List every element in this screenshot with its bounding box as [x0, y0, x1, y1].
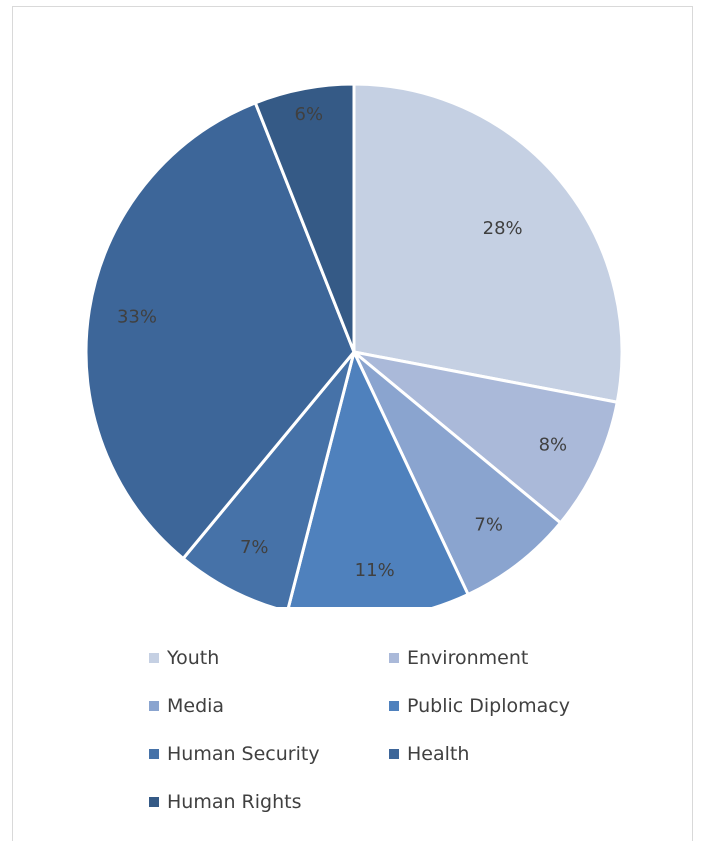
data-label-human-security: 7% — [240, 537, 269, 558]
legend-swatch — [389, 701, 399, 711]
pie-slice-health — [84, 100, 356, 561]
legend-label: Media — [167, 695, 225, 717]
legend-item-public-diplomacy: Public Diplomacy — [389, 694, 570, 718]
pie-slice-human-rights — [253, 82, 356, 353]
legend-label: Health — [407, 743, 470, 765]
legend-item-media: Media — [149, 694, 224, 718]
legend-item-youth: Youth — [149, 646, 219, 670]
legend-label: Human Rights — [167, 791, 302, 813]
legend-swatch — [149, 749, 159, 759]
pie-slice-youth — [352, 82, 624, 404]
legend-swatch — [149, 653, 159, 663]
pie-slice-human-security — [181, 351, 356, 607]
legend-item-environment: Environment — [389, 646, 528, 670]
pie-slice-environment — [353, 350, 620, 525]
data-label-environment: 8% — [539, 435, 568, 456]
chart-area: 28% 8% 7% 11% 7% 33% 6% Youth Environment Media P… — [12, 6, 693, 841]
legend-swatch — [389, 653, 399, 663]
legend-item-human-security: Human Security — [149, 742, 320, 766]
legend-label: Environment — [407, 647, 529, 669]
data-label-human-rights: 6% — [295, 104, 324, 125]
data-label-health: 33% — [117, 307, 157, 328]
data-label-youth: 28% — [483, 218, 523, 239]
legend-label: Youth — [167, 647, 220, 669]
data-label-media: 7% — [474, 515, 503, 536]
legend-swatch — [149, 701, 159, 711]
legend-item-human-rights: Human Rights — [149, 790, 302, 814]
pie-slice-media — [352, 350, 563, 597]
pie-chart: 28% 8% 7% 11% 7% 33% 6% — [84, 82, 624, 607]
legend-label: Human Security — [167, 743, 320, 765]
legend-label: Public Diplomacy — [407, 695, 570, 717]
legend-swatch — [149, 797, 159, 807]
pie-slice-public-diplomacy — [286, 347, 471, 607]
data-label-public-diplomacy: 11% — [355, 560, 395, 581]
legend-item-health: Health — [389, 742, 469, 766]
legend-swatch — [389, 749, 399, 759]
